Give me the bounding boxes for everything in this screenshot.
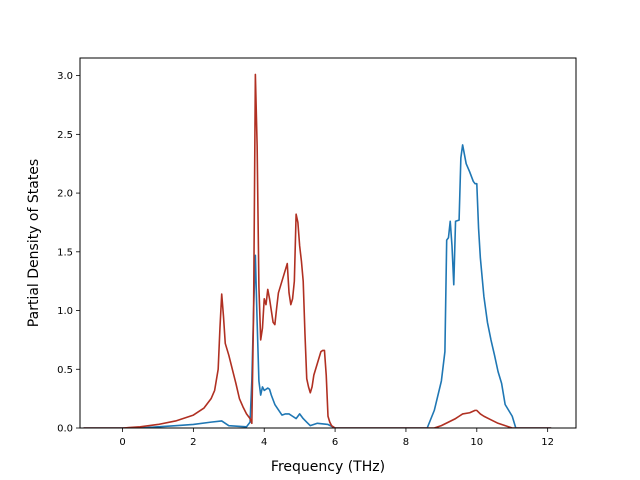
series-layer: [83, 73, 552, 428]
y-axis-label: Partial Density of States: [26, 159, 42, 327]
x-tick-label: 12: [541, 437, 554, 448]
y-tick-label: 3.0: [57, 71, 73, 82]
x-tick-label: 6: [332, 437, 338, 448]
x-tick-label: 0: [119, 437, 125, 448]
series-line-1: [83, 144, 552, 428]
y-tick-label: 0.5: [57, 365, 73, 376]
y-ticks: 0.0 0.5 1.0 1.5 2.0 2.5 3.0: [57, 71, 80, 435]
y-tick-label: 1.5: [57, 247, 73, 258]
y-tick-label: 0.0: [57, 424, 73, 435]
series-line-2: [83, 73, 552, 428]
plot-frame: [79, 57, 577, 429]
y-tick-label: 1.0: [57, 306, 73, 317]
x-axis-label: Frequency (THz): [271, 459, 385, 475]
x-tick-label: 10: [470, 437, 483, 448]
x-tick-label: 4: [261, 437, 267, 448]
y-tick-label: 2.0: [57, 189, 73, 200]
x-ticks: 0 2 4 6 8 10 12: [119, 428, 554, 448]
y-tick-label: 2.5: [57, 130, 73, 141]
x-tick-label: 2: [190, 437, 196, 448]
x-tick-label: 8: [403, 437, 409, 448]
